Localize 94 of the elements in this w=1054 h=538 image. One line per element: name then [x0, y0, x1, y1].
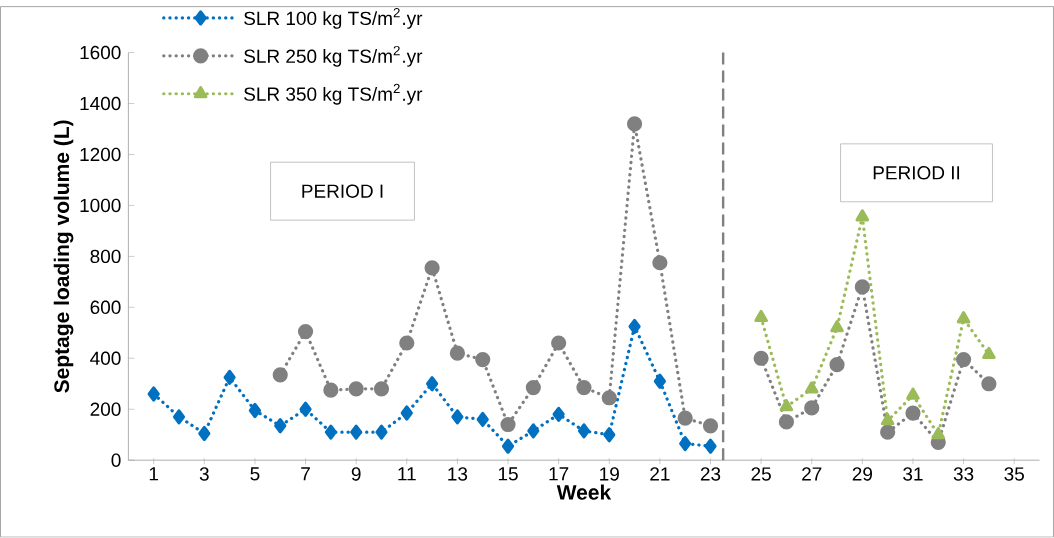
point [779, 399, 794, 412]
point [754, 310, 768, 323]
point [956, 311, 971, 324]
point [324, 424, 337, 440]
point [272, 367, 288, 383]
y-tick-label: 1200 [80, 147, 121, 162]
point [424, 260, 440, 276]
point [451, 409, 464, 425]
point [375, 424, 388, 440]
x-tick-label: 19 [600, 467, 619, 481]
point [323, 382, 339, 398]
point [628, 319, 641, 335]
y-tick-label: 400 [90, 351, 121, 366]
x-tick-label: 23 [700, 467, 721, 481]
point [373, 381, 390, 397]
point [426, 376, 439, 392]
x-tick-label: 15 [498, 467, 518, 481]
point [854, 279, 870, 295]
point [679, 436, 692, 452]
x-tick-label: 13 [448, 467, 468, 481]
x-tick-label: 7 [301, 467, 310, 481]
point [525, 380, 541, 396]
x-tick-label: 1 [149, 467, 159, 481]
point [500, 417, 516, 433]
point [348, 381, 364, 397]
x-axis-title: Week [556, 484, 612, 501]
y-tick-label: 800 [90, 249, 121, 264]
y-tick-label: 200 [90, 402, 121, 417]
point [399, 335, 415, 351]
x-tick-label: 27 [802, 467, 822, 481]
point [577, 423, 591, 439]
point [147, 386, 160, 402]
point [274, 418, 287, 434]
y-axis-title: Septage loading volume (L) [53, 120, 74, 393]
point [198, 426, 211, 442]
point [449, 345, 465, 361]
point [704, 438, 717, 454]
x-tick-label: 31 [903, 467, 923, 481]
point [299, 401, 312, 418]
y-tick-label: 0 [111, 453, 121, 468]
x-tick-label: 9 [351, 467, 361, 481]
point [753, 350, 769, 367]
point [981, 376, 997, 392]
point [475, 352, 491, 368]
y-tick-label: 1000 [80, 198, 121, 213]
point [804, 400, 820, 416]
point [677, 410, 693, 426]
point [955, 352, 972, 368]
point [778, 414, 795, 430]
x-tick-label: 25 [751, 467, 771, 481]
x-tick-label: 5 [250, 467, 260, 481]
annotation: PERIOD II [873, 166, 960, 180]
y-tick-label: 600 [90, 300, 121, 315]
x-tick-label: 33 [953, 467, 974, 481]
point [603, 427, 616, 443]
point [297, 324, 314, 340]
x-tick-label: 21 [650, 467, 670, 481]
point [982, 347, 996, 360]
y-tick-label: 1600 [80, 46, 121, 60]
point [601, 390, 617, 406]
point [400, 405, 413, 421]
point [552, 406, 565, 423]
point [652, 255, 668, 271]
point [830, 320, 844, 333]
annotation: PERIOD I [302, 184, 383, 199]
point [702, 418, 719, 434]
x-tick-label: 35 [1004, 467, 1024, 481]
point [576, 380, 592, 396]
point [551, 335, 567, 351]
x-tick-label: 17 [549, 467, 569, 481]
legend-label: SLR 350 kg TS/m$^{2}$.yr [244, 83, 423, 105]
x-tick-label: 29 [852, 467, 872, 481]
point [880, 424, 896, 440]
point [855, 209, 870, 222]
point [829, 357, 845, 373]
point [906, 387, 920, 401]
point [880, 413, 895, 426]
legend-label: SLR 100 kg TS/m$^{2}$.yr [244, 8, 423, 30]
point [931, 427, 946, 440]
point [501, 438, 515, 454]
legend-label: SLR 250 kg TS/m$^{2}$.yr [244, 46, 423, 67]
point [527, 423, 540, 439]
x-tick-label: 3 [199, 467, 209, 481]
point [804, 381, 819, 394]
point [223, 369, 236, 386]
point [350, 424, 363, 440]
point [172, 409, 186, 425]
point [248, 403, 262, 419]
point [476, 412, 489, 428]
point [653, 373, 666, 389]
point [626, 116, 643, 132]
y-tick-label: 1400 [80, 96, 121, 111]
point [905, 405, 921, 421]
x-tick-label: 11 [398, 467, 416, 481]
